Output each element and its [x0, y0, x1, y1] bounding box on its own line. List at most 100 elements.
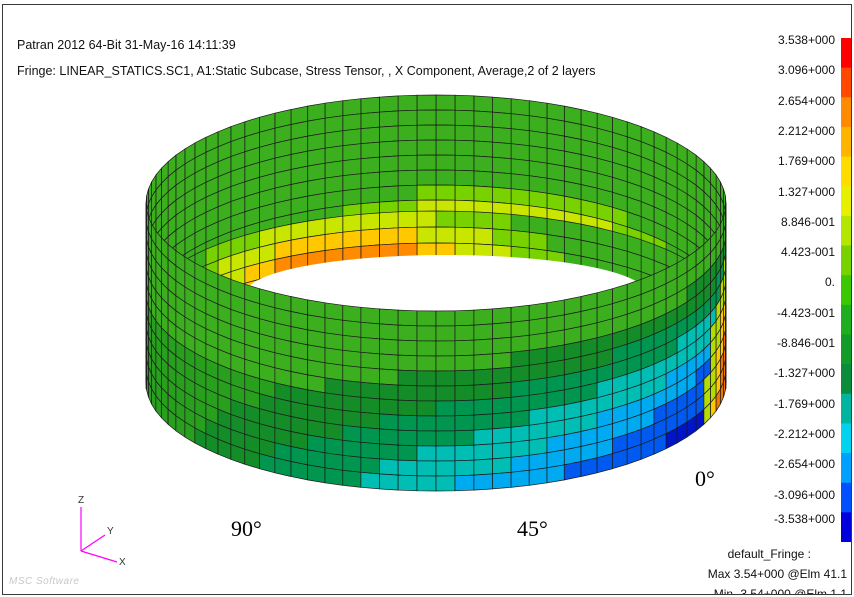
back-wall-element: [510, 188, 530, 207]
back-wall-element: [360, 186, 380, 205]
front-wall-element: [360, 441, 380, 460]
front-wall-element: [454, 309, 475, 327]
front-wall-element: [528, 377, 548, 396]
front-wall-element: [416, 325, 437, 342]
front-wall-element: [473, 338, 493, 356]
back-wall-element: [454, 109, 475, 127]
color-bar-swatch: [841, 512, 851, 542]
front-wall-element: [324, 332, 344, 351]
inner-wall-element: [492, 212, 512, 231]
front-wall-element: [379, 353, 399, 371]
front-wall-element: [379, 428, 399, 446]
color-bar-swatch: [841, 67, 851, 98]
back-wall-element: [473, 140, 493, 158]
back-wall-element: [510, 128, 530, 147]
front-wall-element: [528, 407, 548, 426]
front-wall-element: [510, 349, 530, 368]
front-wall-element: [397, 354, 418, 372]
front-wall-element: [454, 399, 475, 417]
front-wall-element: [416, 370, 437, 387]
back-wall-element: [435, 169, 456, 186]
front-wall-element: [416, 445, 437, 462]
front-wall-element: [397, 474, 418, 492]
front-wall-element: [435, 475, 456, 492]
front-wall-element: [379, 473, 399, 491]
back-wall-element: [510, 143, 530, 162]
triad-y-label: Y: [107, 526, 114, 537]
back-wall-element: [510, 113, 530, 132]
back-wall-element: [416, 169, 437, 186]
front-wall-element: [274, 457, 292, 477]
inner-wall-element: [379, 211, 399, 230]
front-wall-element: [324, 437, 344, 456]
back-wall-element: [360, 126, 380, 145]
front-wall-element: [725, 367, 727, 391]
front-wall-element: [454, 384, 475, 402]
front-wall-element: [342, 379, 362, 398]
front-wall-element: [528, 332, 548, 351]
front-wall-element: [473, 323, 493, 341]
front-wall-element: [397, 369, 418, 387]
front-wall-element: [360, 396, 380, 415]
msc-software-logo: MSC Software: [9, 576, 80, 587]
front-wall-element: [473, 473, 493, 491]
back-wall-element: [416, 94, 437, 111]
back-wall-element: [528, 100, 548, 119]
back-wall-element: [379, 125, 399, 143]
front-wall-element: [528, 422, 548, 441]
front-wall-element: [397, 414, 418, 432]
inner-wall-element: [324, 231, 344, 251]
legend-value: 3.096+000: [777, 63, 835, 78]
front-wall-element: [492, 321, 512, 340]
front-wall-element: [435, 460, 456, 477]
back-wall-element: [416, 184, 437, 201]
legend-value: -4.423-001: [776, 305, 835, 320]
back-wall-element: [454, 139, 475, 157]
back-wall-element: [342, 158, 362, 177]
back-wall-element: [379, 95, 399, 113]
back-wall-element: [492, 156, 512, 175]
front-wall-element: [435, 445, 456, 462]
back-wall-element: [510, 98, 530, 117]
back-wall-element: [416, 154, 437, 171]
front-wall-element: [397, 384, 418, 402]
front-wall-element: [379, 338, 399, 356]
back-wall-element: [324, 190, 344, 209]
front-wall-element: [510, 424, 530, 443]
front-wall-element: [546, 464, 565, 484]
inner-wall-element: [435, 226, 456, 244]
front-wall-element: [416, 400, 437, 417]
front-wall-element: [397, 459, 418, 477]
front-wall-element: [528, 362, 548, 381]
color-bar-swatch: [841, 156, 851, 187]
back-wall-element: [379, 140, 399, 158]
front-wall-element: [324, 467, 344, 486]
front-wall-element: [360, 351, 380, 370]
inner-wall-element: [473, 227, 493, 246]
fringe-plot-canvas[interactable]: [3, 5, 852, 595]
front-wall-element: [360, 366, 380, 385]
back-wall-element: [435, 184, 456, 201]
back-wall-element: [342, 173, 362, 192]
back-wall-element: [492, 141, 512, 160]
front-wall-element: [416, 340, 437, 357]
back-wall-element: [342, 113, 362, 132]
front-wall-element: [379, 368, 399, 386]
front-wall-element: [379, 323, 399, 341]
inner-wall-element: [454, 226, 475, 245]
front-wall-element: [416, 460, 437, 477]
front-wall-element: [324, 452, 344, 471]
legend-value: -3.538+000: [773, 511, 835, 526]
front-wall-element: [492, 366, 512, 385]
front-wall-element: [416, 415, 437, 432]
back-wall-element: [510, 158, 530, 177]
legend-value: 2.212+000: [777, 123, 835, 138]
color-bar-swatch: [841, 126, 851, 158]
front-wall-element: [360, 306, 380, 325]
back-wall-element: [360, 171, 380, 190]
back-wall-element: [397, 184, 418, 202]
inner-wall-element: [454, 210, 475, 229]
legend-value: 8.846-001: [780, 214, 835, 229]
front-wall-element: [510, 364, 530, 383]
back-wall-element: [528, 190, 548, 209]
